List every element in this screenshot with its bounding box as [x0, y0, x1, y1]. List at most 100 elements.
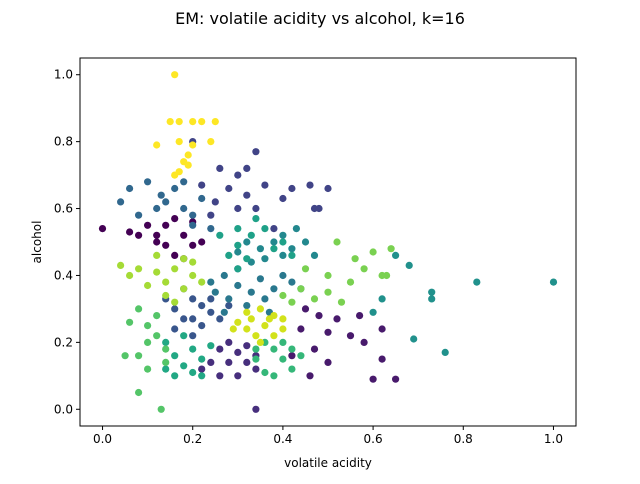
x-tick-label: 0.0 — [93, 432, 112, 446]
scatter-point — [198, 181, 206, 189]
scatter-point — [207, 295, 215, 303]
scatter-point — [392, 251, 400, 259]
scatter-point — [346, 278, 355, 286]
scatter-point — [324, 358, 332, 366]
scatter-point — [144, 338, 152, 346]
scatter-point — [378, 325, 386, 333]
scatter-point — [243, 308, 251, 316]
scatter-point — [180, 231, 188, 239]
scatter-point — [234, 204, 242, 213]
y-axis-label: alcohol — [30, 221, 44, 264]
scatter-point — [252, 405, 260, 413]
scatter-point — [171, 184, 179, 193]
scatter-point — [261, 255, 269, 263]
scatter-point — [189, 211, 197, 219]
scatter-point — [135, 211, 143, 219]
scatter-point — [225, 184, 233, 193]
scatter-point — [333, 238, 341, 246]
scatter-point — [243, 164, 251, 172]
scatter-point — [256, 275, 264, 283]
y-axis-ticks: 0.0 0.2 0.4 0.6 0.8 1.0 — [54, 68, 80, 416]
scatter-point — [279, 315, 287, 323]
x-tick-label: 0.4 — [273, 432, 292, 446]
scatter-point — [234, 225, 242, 233]
scatter-point — [207, 138, 215, 146]
scatter-point — [256, 305, 264, 313]
scatter-point — [378, 355, 386, 363]
scatter-point — [135, 231, 143, 239]
scatter-point — [473, 278, 481, 286]
scatter-point — [225, 295, 233, 303]
scatter-point — [171, 305, 179, 313]
scatter-point — [337, 298, 346, 306]
scatter-point — [180, 315, 188, 323]
scatter-point — [162, 291, 170, 300]
x-axis-ticks: 0.0 0.2 0.4 0.6 0.8 1.0 — [93, 426, 563, 446]
scatter-point — [279, 194, 287, 203]
scatter-point — [356, 312, 364, 320]
scatter-point — [153, 251, 161, 259]
scatter-point — [180, 204, 188, 213]
chart-title: EM: volatile acidity vs alcohol, k=16 — [175, 9, 465, 28]
scatter-point — [288, 352, 296, 360]
scatter-point — [288, 365, 296, 373]
scatter-point — [189, 258, 197, 266]
scatter-point — [157, 191, 165, 199]
scatter-point — [171, 215, 179, 223]
scatter-point — [315, 312, 323, 320]
scatter-point — [234, 372, 242, 380]
x-tick-label: 0.6 — [364, 432, 383, 446]
scatter-point — [117, 261, 125, 269]
scatter-point — [189, 315, 197, 323]
scatter-point — [270, 245, 278, 253]
scatter-point — [180, 332, 188, 340]
scatter-point — [306, 181, 314, 189]
scatter-point — [189, 345, 197, 353]
scatter-point — [198, 278, 206, 286]
scatter-point — [153, 268, 161, 276]
scatter-point — [441, 348, 449, 356]
scatter-point — [211, 198, 219, 206]
scatter-point — [135, 305, 143, 313]
scatter-point — [351, 255, 359, 263]
scatter-point — [549, 278, 558, 286]
scatter-point — [324, 271, 332, 280]
scatter-point — [256, 245, 264, 253]
scatter-point — [392, 375, 400, 383]
scatter-point — [288, 298, 296, 306]
scatter-point — [180, 178, 188, 186]
scatter-point — [301, 305, 310, 313]
scatter-point — [234, 318, 242, 326]
scatter-point — [135, 352, 143, 360]
scatter-point — [387, 245, 395, 253]
scatter-point — [144, 322, 152, 330]
scatter-point — [225, 302, 233, 310]
scatter-point — [383, 271, 391, 280]
scatter-point — [310, 295, 319, 303]
scatter-point — [157, 405, 165, 413]
scatter-point — [360, 265, 368, 273]
scatter-point — [171, 71, 179, 79]
scatter-point — [175, 118, 183, 126]
scatter-point — [135, 388, 143, 397]
scatter-point — [428, 288, 436, 296]
scatter-point — [153, 332, 161, 340]
scatter-point — [207, 278, 215, 286]
scatter-point — [126, 271, 134, 280]
scatter-point — [153, 141, 161, 149]
scatter-point — [410, 335, 418, 343]
scatter-point — [171, 265, 179, 273]
scatter-point — [301, 265, 310, 273]
scatter-point — [198, 118, 206, 126]
scatter-point — [243, 302, 251, 310]
scatter-point — [189, 271, 197, 280]
scatter-point — [189, 118, 197, 126]
scatter-point — [346, 332, 355, 340]
scatter-point — [207, 358, 215, 366]
scatter-point — [98, 225, 107, 233]
scatter-point — [306, 372, 314, 380]
scatter-point — [261, 322, 269, 330]
scatter-point — [405, 261, 413, 269]
scatter-point — [270, 225, 278, 233]
scatter-point — [162, 365, 170, 373]
